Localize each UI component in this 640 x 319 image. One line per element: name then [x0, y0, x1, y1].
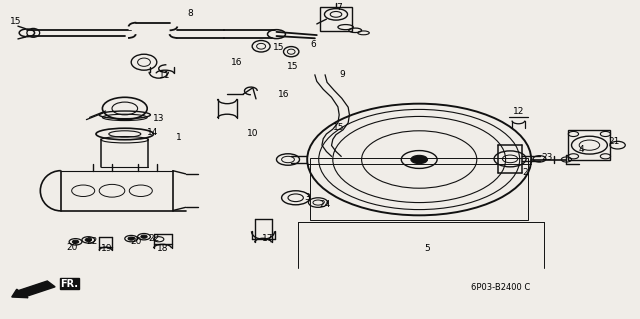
FancyArrow shape	[12, 281, 55, 298]
Bar	[310, 158, 528, 220]
Text: 15: 15	[273, 43, 284, 52]
Text: 5: 5	[425, 244, 430, 253]
Text: 9: 9	[340, 70, 345, 79]
Text: 6: 6	[311, 40, 316, 49]
Circle shape	[128, 237, 134, 240]
Circle shape	[141, 235, 147, 238]
Circle shape	[411, 155, 428, 164]
Text: 11: 11	[159, 71, 171, 80]
Text: 8: 8	[188, 9, 193, 18]
Text: 4: 4	[579, 145, 584, 154]
Text: 20: 20	[66, 243, 77, 252]
Text: 1: 1	[177, 133, 182, 142]
Text: 13: 13	[153, 114, 164, 122]
Text: 16: 16	[278, 90, 290, 99]
Text: 17: 17	[262, 234, 273, 243]
Text: 15: 15	[333, 123, 345, 132]
Bar	[320, 7, 352, 31]
Text: 20: 20	[130, 237, 141, 246]
Text: 6P03-B2400 C: 6P03-B2400 C	[471, 283, 530, 292]
Text: 14: 14	[147, 128, 158, 137]
Text: 16: 16	[231, 58, 243, 67]
Circle shape	[72, 240, 79, 243]
Text: 7: 7	[337, 4, 342, 12]
Text: 3: 3	[305, 193, 310, 202]
Text: 2: 2	[522, 168, 527, 177]
Text: 12: 12	[513, 107, 524, 116]
Text: 10: 10	[247, 130, 259, 138]
Text: 15: 15	[10, 17, 22, 26]
Text: 23: 23	[541, 153, 553, 162]
Circle shape	[85, 238, 92, 241]
Text: FR.: FR.	[60, 279, 78, 289]
Text: 19: 19	[101, 244, 113, 253]
Text: 22: 22	[148, 234, 159, 243]
Text: 21: 21	[609, 137, 620, 146]
Bar	[568, 130, 610, 160]
Text: 18: 18	[157, 244, 169, 253]
Ellipse shape	[96, 128, 154, 140]
Text: 22: 22	[86, 237, 97, 246]
Text: 15: 15	[287, 63, 299, 71]
Text: 24: 24	[319, 200, 331, 209]
